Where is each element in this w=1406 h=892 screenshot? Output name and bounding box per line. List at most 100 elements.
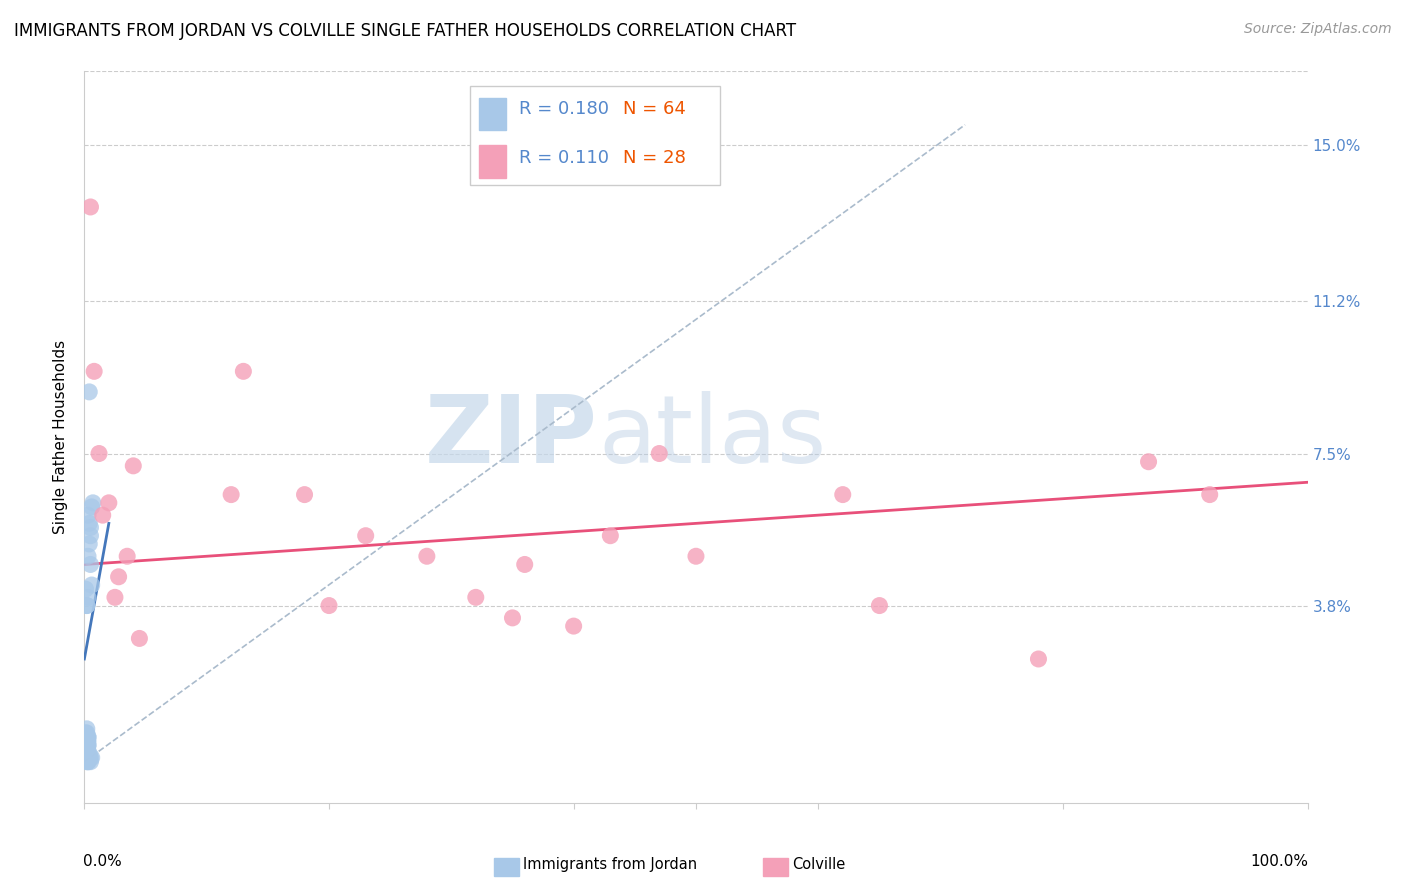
- Point: [76, 739, 98, 753]
- Point: [76, 730, 98, 744]
- Point: [79, 520, 101, 534]
- Point: [80, 578, 103, 592]
- Point: [128, 632, 150, 646]
- Text: Colville: Colville: [793, 857, 846, 872]
- Point: [77, 750, 100, 764]
- FancyBboxPatch shape: [470, 86, 720, 185]
- Point: [75, 734, 97, 748]
- Point: [77, 537, 100, 551]
- Point: [79, 200, 101, 214]
- Point: [75, 742, 97, 756]
- Point: [76, 722, 98, 736]
- Bar: [479, 145, 506, 178]
- Point: [75, 730, 97, 744]
- Point: [77, 739, 100, 753]
- Y-axis label: Single Father Households: Single Father Households: [53, 340, 69, 534]
- Point: [79, 750, 101, 764]
- Point: [115, 549, 138, 564]
- Point: [76, 599, 98, 613]
- Point: [685, 549, 707, 564]
- Point: [77, 508, 100, 523]
- Point: [75, 742, 97, 756]
- Point: [76, 726, 98, 740]
- Point: [122, 458, 145, 473]
- Point: [75, 739, 97, 753]
- Point: [75, 739, 97, 753]
- Bar: [479, 97, 506, 130]
- Text: 0.0%: 0.0%: [83, 854, 122, 869]
- Point: [77, 755, 100, 769]
- Point: [75, 742, 97, 756]
- Point: [77, 747, 100, 761]
- Point: [648, 446, 671, 460]
- Point: [75, 582, 97, 596]
- Point: [562, 619, 585, 633]
- Point: [107, 570, 129, 584]
- Point: [318, 599, 340, 613]
- Point: [79, 529, 101, 543]
- Point: [77, 739, 100, 753]
- Point: [77, 591, 100, 605]
- Point: [76, 734, 98, 748]
- Point: [104, 591, 127, 605]
- Point: [79, 558, 101, 572]
- Text: R = 0.180: R = 0.180: [519, 100, 609, 118]
- Point: [232, 364, 254, 378]
- Point: [75, 730, 97, 744]
- Point: [76, 742, 98, 756]
- Point: [77, 384, 100, 399]
- Point: [75, 742, 97, 756]
- Point: [80, 750, 103, 764]
- Point: [77, 747, 100, 761]
- Point: [502, 611, 524, 625]
- Point: [219, 487, 242, 501]
- Point: [354, 529, 377, 543]
- Text: Source: ZipAtlas.com: Source: ZipAtlas.com: [1244, 22, 1392, 37]
- Point: [1198, 487, 1220, 501]
- Point: [76, 739, 98, 753]
- Point: [76, 755, 98, 769]
- Text: Immigrants from Jordan: Immigrants from Jordan: [523, 857, 697, 872]
- Point: [76, 599, 98, 613]
- Point: [75, 742, 97, 756]
- Point: [76, 730, 98, 744]
- Point: [76, 739, 98, 753]
- Point: [77, 730, 100, 744]
- Point: [80, 500, 103, 514]
- Point: [513, 558, 536, 572]
- Point: [831, 487, 853, 501]
- Point: [77, 549, 100, 564]
- Bar: [494, 858, 519, 876]
- Point: [76, 734, 98, 748]
- Text: 100.0%: 100.0%: [1251, 854, 1309, 869]
- Text: IMMIGRANTS FROM JORDAN VS COLVILLE SINGLE FATHER HOUSEHOLDS CORRELATION CHART: IMMIGRANTS FROM JORDAN VS COLVILLE SINGL…: [14, 22, 796, 40]
- Point: [77, 516, 100, 531]
- Point: [869, 599, 891, 613]
- Point: [76, 742, 98, 756]
- Text: R = 0.110: R = 0.110: [519, 149, 609, 167]
- Point: [294, 487, 316, 501]
- Point: [75, 734, 97, 748]
- Point: [77, 730, 100, 744]
- Point: [75, 742, 97, 756]
- Text: atlas: atlas: [598, 391, 827, 483]
- Point: [82, 496, 104, 510]
- Point: [1028, 652, 1050, 666]
- Point: [97, 496, 120, 510]
- Point: [75, 742, 97, 756]
- Point: [76, 734, 98, 748]
- Point: [79, 755, 101, 769]
- Point: [76, 742, 98, 756]
- Point: [76, 730, 98, 744]
- Point: [77, 755, 100, 769]
- Point: [87, 446, 110, 460]
- Point: [75, 739, 97, 753]
- Text: ZIP: ZIP: [425, 391, 598, 483]
- Point: [76, 739, 98, 753]
- Point: [416, 549, 439, 564]
- Point: [77, 734, 100, 748]
- Point: [464, 591, 486, 605]
- Point: [75, 734, 97, 748]
- Point: [76, 739, 98, 753]
- Text: N = 64: N = 64: [623, 100, 686, 118]
